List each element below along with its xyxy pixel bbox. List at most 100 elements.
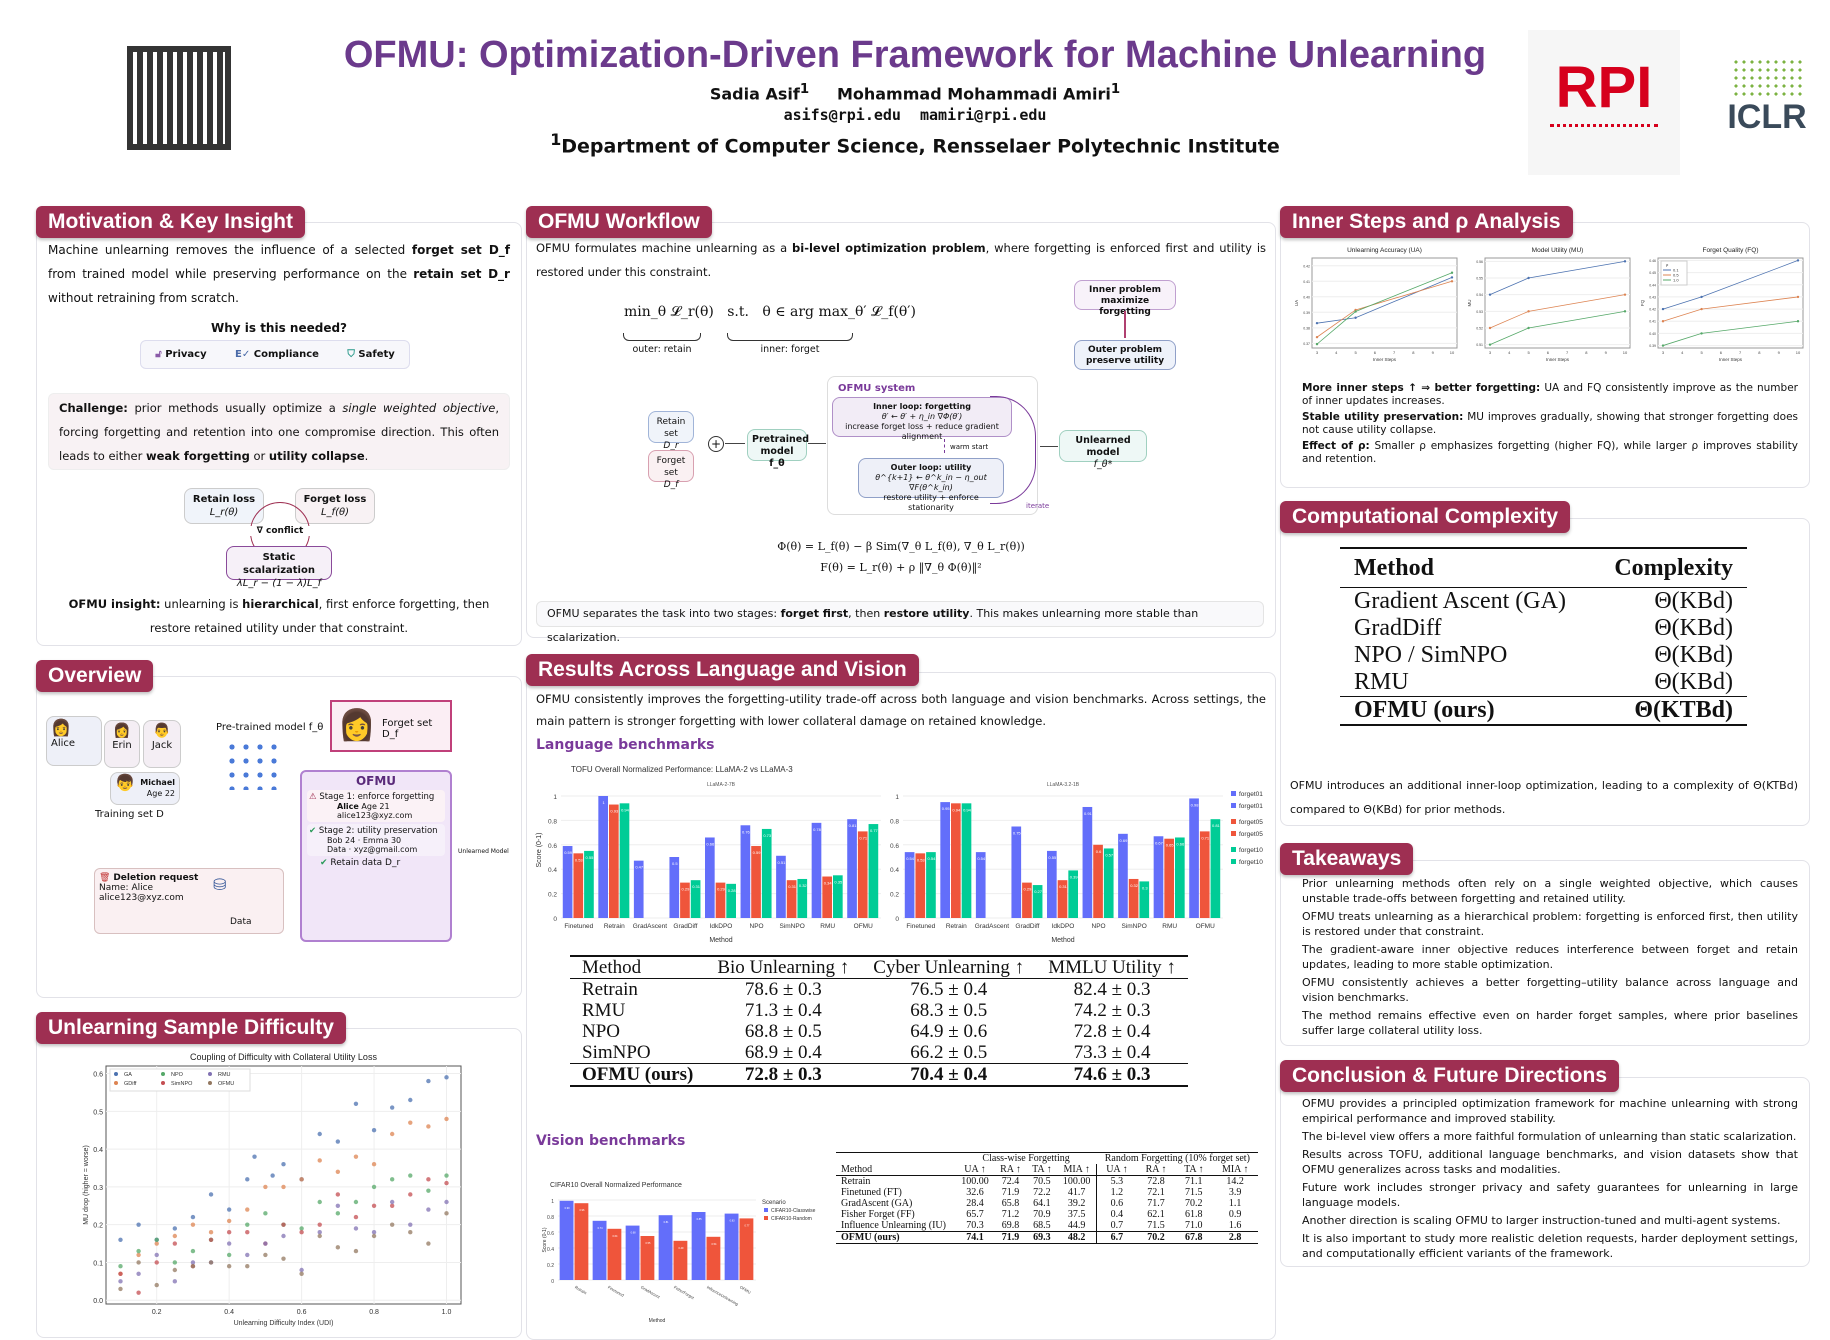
scatter-point-SimNPO	[444, 1180, 449, 1186]
scatter-point-NPO	[335, 1211, 341, 1216]
legend-label: forget10	[1239, 859, 1263, 866]
table-cell: Retrain	[841, 1176, 871, 1187]
x-tick-label: Finetuned	[906, 923, 935, 930]
why-heading: Why is this needed?	[210, 321, 348, 335]
table-cell: 72.4	[1001, 1176, 1020, 1187]
column-header: TA ↑	[1184, 1164, 1204, 1175]
table-row: Retrain 100.00 72.4 70.5 100.00 5.3 72.8 71.1 14…	[836, 1175, 1258, 1187]
x-tick-label: 0.6	[297, 1309, 307, 1316]
bar-value-label: 0.6	[1096, 849, 1102, 854]
retain-loss-box: Retain loss L_r(θ)	[184, 488, 264, 524]
table-cell: GradDiff	[1354, 615, 1442, 641]
y-tick-label: 0.52	[1476, 327, 1483, 331]
legend-swatch	[1231, 859, 1236, 864]
table-cell: 1.1	[1228, 1198, 1242, 1209]
x-tick-label: 9	[1605, 350, 1608, 355]
bar-value-label: 0.81	[664, 1221, 669, 1224]
scatter-point-OFMU	[154, 1282, 159, 1288]
data-point	[1623, 260, 1627, 263]
bar-forget10	[1032, 885, 1043, 918]
table-cell: 0.6	[1096, 1198, 1137, 1209]
scatter-point-NPO	[371, 1184, 377, 1190]
data-point	[1623, 310, 1627, 313]
bar-value-label: 0.53	[575, 857, 584, 862]
language-benchmarks-label: Language benchmarks	[536, 737, 715, 753]
column-header: MIA ↑	[1221, 1164, 1249, 1175]
bar-value-label: 0.99	[565, 1207, 570, 1210]
scatter-point-OFMU	[317, 1233, 322, 1239]
y-tick-label: 0.8	[547, 1215, 554, 1221]
line-rho-1.0	[1316, 272, 1453, 345]
bar-forget10	[797, 878, 808, 918]
table-cell: 66.2 ± 0.5	[910, 1042, 988, 1063]
bar-forget10	[961, 803, 972, 918]
table-cell: 1.6	[1228, 1220, 1242, 1231]
x-tick-label: InfluenceUnlearning	[706, 1285, 739, 1307]
bar-forget01	[776, 855, 786, 918]
y-tick-label: 0.40	[1649, 332, 1656, 336]
scatter-point-OFMU	[208, 1260, 214, 1265]
x-tick-label: GradAscent	[975, 923, 1010, 930]
F-equation: F(θ) = L_r(θ) + ρ ‖∇_θ Φ(θ)‖²	[820, 561, 982, 574]
table-row: OFMU (ours) 74.1 71.9 69.3 48.2 6.7 70.2 67.8 2.…	[836, 1231, 1258, 1244]
y-tick-label: 0.43	[1649, 295, 1656, 299]
data-point	[1450, 280, 1454, 283]
table-cell: 70.5	[1033, 1176, 1051, 1187]
scatter-point-SimNPO	[299, 1230, 304, 1235]
scatter-point-OFMU	[408, 1230, 413, 1235]
insight-text: OFMU insight: unlearning is hierarchical…	[68, 597, 490, 635]
neural-network-icon	[225, 740, 285, 790]
scatter-point-RMU	[444, 1199, 449, 1205]
tofu-bar-chart: TOFU Overall Normalized Performance: LLa…	[536, 765, 1263, 944]
legend-label: 0.5	[1673, 273, 1679, 278]
data-point	[1700, 332, 1703, 335]
table-cell: 71.9	[1001, 1232, 1020, 1243]
legend-label: NPO	[171, 1072, 184, 1078]
bar-CIFAR10-Random	[739, 1218, 754, 1280]
data-point	[1700, 295, 1703, 299]
bar-forget01	[562, 846, 573, 918]
table-cell: 72.8 ± 0.3	[744, 1064, 822, 1085]
y-axis-label: FQ	[1640, 299, 1645, 306]
bar-forget01	[940, 802, 950, 918]
y-tick-label: 0.2	[890, 892, 899, 899]
data-point	[1315, 342, 1319, 346]
y-tick-label: 0.2	[548, 892, 557, 899]
scatter-point-NPO	[353, 1199, 359, 1205]
arrow-down	[1124, 311, 1126, 338]
table-cell: Gradient Ascent (GA)	[1354, 588, 1566, 614]
inner-loop-box: Inner loop: forgetting θ′ ← θ′ + η_in ∇Φ(…	[832, 397, 1012, 441]
table-cell: 100.00	[1062, 1176, 1091, 1187]
forget-set-box: 👩 Forget set D_f	[330, 700, 452, 752]
bar-CIFAR10-Classwise	[625, 1225, 640, 1280]
x-tick-label: 9	[1432, 350, 1435, 355]
brace-inner-label: inner: forget	[760, 344, 820, 355]
scatter-point-GA	[426, 1078, 431, 1084]
bar-value-label: 0.31	[788, 884, 797, 889]
table-row: NPO 68.8 ± 0.5 64.9 ± 0.6 72.8 ± 0.4	[570, 1021, 1188, 1042]
x-tick-label: Retrain	[946, 923, 967, 930]
bar-value-label: 0.31	[692, 884, 701, 889]
list-item: The method remains effective even on har…	[1302, 1009, 1798, 1037]
bar-forget05	[951, 803, 961, 918]
pretrained-box: Pretrained model f_θ	[747, 429, 809, 469]
y-tick-label: 1	[895, 794, 899, 801]
scatter-point-NPO	[190, 1248, 196, 1254]
bar-value-label: 0.35	[834, 879, 843, 884]
bar-value-label: 0.29	[717, 887, 726, 892]
scatter-point-OFMU	[371, 1233, 377, 1239]
avatar-icon: 👩	[338, 708, 376, 743]
bar-forget10	[690, 880, 701, 918]
scatter-point-RMU	[245, 1252, 250, 1258]
list-item: Results across TOFU, additional language…	[1302, 1148, 1798, 1176]
x-tick-label: SimNPO	[1121, 923, 1146, 930]
inner-header: Inner Steps and ρ Analysis	[1280, 206, 1573, 238]
card-jack: 👨 Jack	[143, 720, 181, 768]
bar-forget01	[847, 819, 857, 918]
takeaways-list: Prior unlearning methods often rely on a…	[1302, 876, 1798, 1041]
bar-value-label: 0.34	[824, 881, 833, 886]
bar-forget01	[1082, 806, 1093, 918]
bar-forget10	[833, 875, 843, 918]
scatter-point-RMU	[190, 1260, 196, 1265]
legend-swatch	[1231, 791, 1236, 796]
